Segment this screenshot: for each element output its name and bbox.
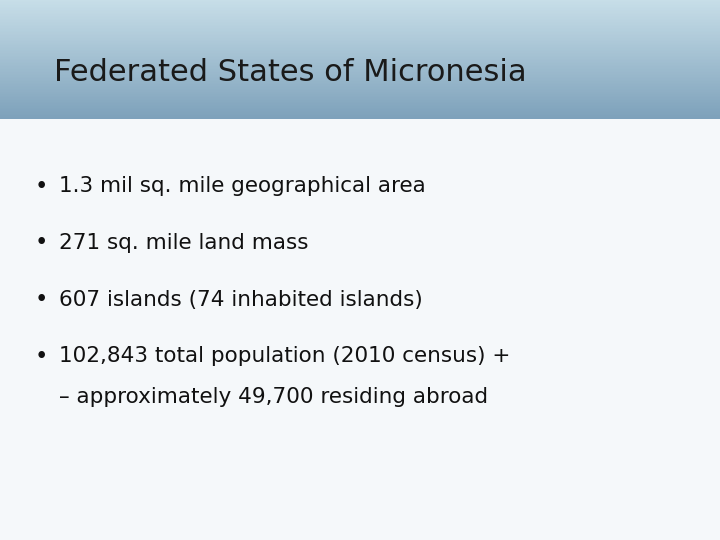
- Bar: [0, 97, 720, 99]
- Bar: [0, 78, 720, 80]
- Bar: [0, 84, 720, 86]
- Bar: [0, 57, 720, 59]
- Bar: [0, 117, 720, 119]
- Bar: [0, 29, 720, 31]
- Bar: [0, 112, 720, 114]
- Text: •: •: [35, 345, 48, 368]
- Bar: [0, 44, 720, 46]
- Bar: [0, 87, 720, 89]
- Bar: [0, 50, 720, 52]
- Text: Federated States of Micronesia: Federated States of Micronesia: [54, 58, 526, 87]
- Bar: [0, 39, 720, 42]
- Bar: [0, 53, 720, 55]
- Bar: [0, 66, 720, 68]
- Bar: [0, 69, 720, 71]
- Bar: [0, 68, 720, 70]
- Bar: [0, 23, 720, 25]
- Bar: [0, 79, 720, 82]
- Bar: [0, 100, 720, 103]
- Bar: [0, 90, 720, 92]
- Text: – approximately 49,700 residing abroad: – approximately 49,700 residing abroad: [59, 387, 488, 407]
- Bar: [0, 114, 720, 116]
- Bar: [0, 22, 720, 24]
- Bar: [0, 31, 720, 32]
- Bar: [0, 4, 720, 6]
- Bar: [0, 91, 720, 93]
- Text: 1.3 mil sq. mile geographical area: 1.3 mil sq. mile geographical area: [59, 176, 426, 197]
- Bar: [0, 28, 720, 30]
- Bar: [0, 10, 720, 12]
- Bar: [0, 45, 720, 48]
- Bar: [0, 111, 720, 113]
- Bar: [0, 3, 720, 4]
- Bar: [0, 65, 720, 67]
- Bar: [0, 8, 720, 10]
- Bar: [0, 26, 720, 28]
- Bar: [0, 89, 720, 91]
- Bar: [0, 41, 720, 43]
- Text: •: •: [35, 175, 48, 198]
- Bar: [0, 81, 720, 83]
- Bar: [0, 96, 720, 98]
- Bar: [0, 103, 720, 105]
- Bar: [0, 16, 720, 18]
- Bar: [0, 108, 720, 110]
- Bar: [0, 20, 720, 22]
- Bar: [0, 56, 720, 58]
- Bar: [0, 63, 720, 65]
- Bar: [0, 5, 720, 8]
- Bar: [0, 25, 720, 26]
- Bar: [0, 17, 720, 19]
- Bar: [0, 94, 720, 97]
- Bar: [0, 35, 720, 37]
- Bar: [0, 71, 720, 73]
- Bar: [0, 75, 720, 77]
- Bar: [0, 60, 720, 62]
- Bar: [0, 49, 720, 50]
- Bar: [0, 47, 720, 49]
- Bar: [0, 77, 720, 79]
- Bar: [0, 83, 720, 85]
- Bar: [0, 105, 720, 107]
- Text: 607 islands (74 inhabited islands): 607 islands (74 inhabited islands): [59, 289, 423, 310]
- Bar: [0, 7, 720, 9]
- Bar: [0, 85, 720, 87]
- Bar: [0, 59, 720, 61]
- Text: 102,843 total population (2010 census) +: 102,843 total population (2010 census) +: [59, 346, 510, 367]
- Bar: [0, 43, 720, 45]
- Bar: [0, 1, 720, 3]
- Bar: [0, 72, 720, 74]
- Bar: [0, 0, 720, 2]
- Bar: [0, 38, 720, 40]
- Bar: [0, 99, 720, 101]
- Text: •: •: [35, 288, 48, 311]
- Bar: [0, 11, 720, 14]
- Bar: [0, 15, 720, 16]
- Text: 271 sq. mile land mass: 271 sq. mile land mass: [59, 233, 309, 253]
- Bar: [0, 33, 720, 36]
- Bar: [0, 62, 720, 64]
- Bar: [0, 55, 720, 56]
- Bar: [0, 102, 720, 104]
- Bar: [0, 13, 720, 15]
- Bar: [0, 19, 720, 21]
- Bar: [0, 115, 720, 117]
- Bar: [0, 93, 720, 95]
- Text: •: •: [35, 232, 48, 254]
- Bar: [0, 37, 720, 38]
- Bar: [0, 109, 720, 111]
- Bar: [0, 51, 720, 53]
- Bar: [0, 106, 720, 109]
- Bar: [0, 32, 720, 34]
- Bar: [0, 73, 720, 76]
